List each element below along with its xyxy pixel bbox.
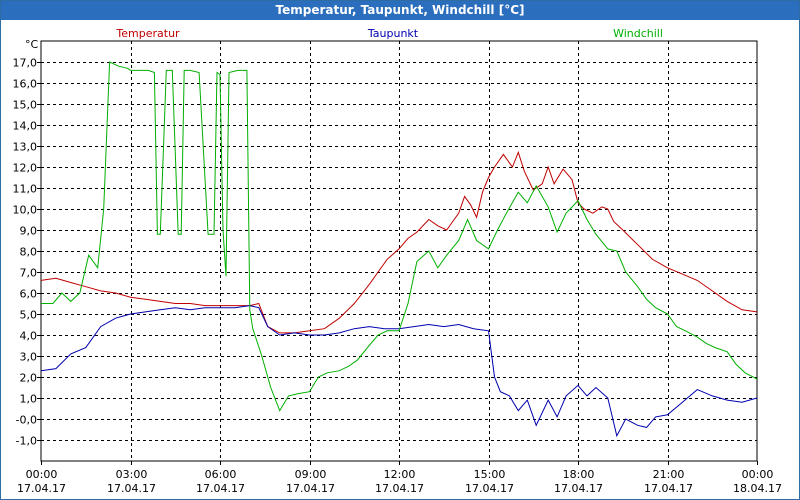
x-tick-time-label: 18:00	[563, 468, 595, 481]
x-tick-date-label: 17.04.17	[196, 482, 245, 495]
series-layer	[40, 61, 758, 438]
legend-layer: Temperatur Taupunkt Windchill	[115, 27, 663, 40]
y-tick-label: 11,0	[13, 183, 38, 196]
y-tick-label: 17,0	[13, 57, 38, 70]
axis-layer: -1,0 -0,0 1,0 2,0 3,0 4,0 5,0 6,0 7,0 8,0 9,0 10,0 1…	[13, 38, 782, 495]
x-tick-time-label: 21:00	[653, 468, 685, 481]
x-tick-date-label: 17.04.17	[17, 482, 66, 495]
y-tick-label: 16,0	[13, 78, 38, 91]
x-tick-time-label: 15:00	[474, 468, 506, 481]
x-tick-time-label: 03:00	[116, 468, 148, 481]
y-tick-label: 7,0	[20, 267, 38, 280]
legend-windchill: Windchill	[613, 27, 663, 40]
y-tick-label: 1,0	[20, 393, 38, 406]
y-tick-label: 10,0	[13, 204, 38, 217]
x-tick-date-label: 17.04.17	[554, 482, 603, 495]
grid-layer	[41, 41, 757, 461]
y-tick-label: 13,0	[13, 141, 38, 154]
y-tick-label: 5,0	[20, 309, 38, 322]
x-tick-time-label: 06:00	[205, 468, 237, 481]
x-tick-date-label: 17.04.17	[286, 482, 335, 495]
x-tick-time-label: 09:00	[295, 468, 327, 481]
y-axis-unit-label: °C	[25, 38, 39, 51]
legend-temperatur: Temperatur	[115, 27, 180, 40]
y-tick-label: 9,0	[20, 225, 38, 238]
window-title: Temperatur, Taupunkt, Windchill [°C]	[1, 1, 799, 20]
y-tick-label: 4,0	[20, 330, 38, 343]
y-tick-label: 15,0	[13, 99, 38, 112]
x-tick-date-label: 17.04.17	[644, 482, 693, 495]
x-tick-date-label: 18.04.17	[733, 482, 782, 495]
y-tick-label: 2,0	[20, 372, 38, 385]
x-tick-time-label: 12:00	[384, 468, 416, 481]
series-line-windchill	[41, 61, 758, 412]
y-tick-label: 14,0	[13, 120, 38, 133]
y-tick-label: -0,0	[16, 414, 37, 427]
y-tick-label: 3,0	[20, 351, 38, 364]
x-tick-date-label: 17.04.17	[375, 482, 424, 495]
y-tick-label: 8,0	[20, 246, 38, 259]
legend-taupunkt: Taupunkt	[367, 27, 419, 40]
y-tick-label: 12,0	[13, 162, 38, 175]
series-line-temperatur	[40, 150, 758, 334]
x-tick-time-label: 00:00	[26, 468, 58, 481]
x-tick-time-label: 00:00	[742, 468, 774, 481]
x-tick-date-label: 17.04.17	[107, 482, 156, 495]
series-line-taupunkt	[40, 305, 758, 438]
y-tick-label: 6,0	[20, 288, 38, 301]
line-chart: -1,0 -0,0 1,0 2,0 3,0 4,0 5,0 6,0 7,0 8,0 9,0 10,0 1…	[13, 27, 782, 495]
y-tick-label: -1,0	[16, 435, 37, 448]
x-tick-date-label: 17.04.17	[465, 482, 514, 495]
